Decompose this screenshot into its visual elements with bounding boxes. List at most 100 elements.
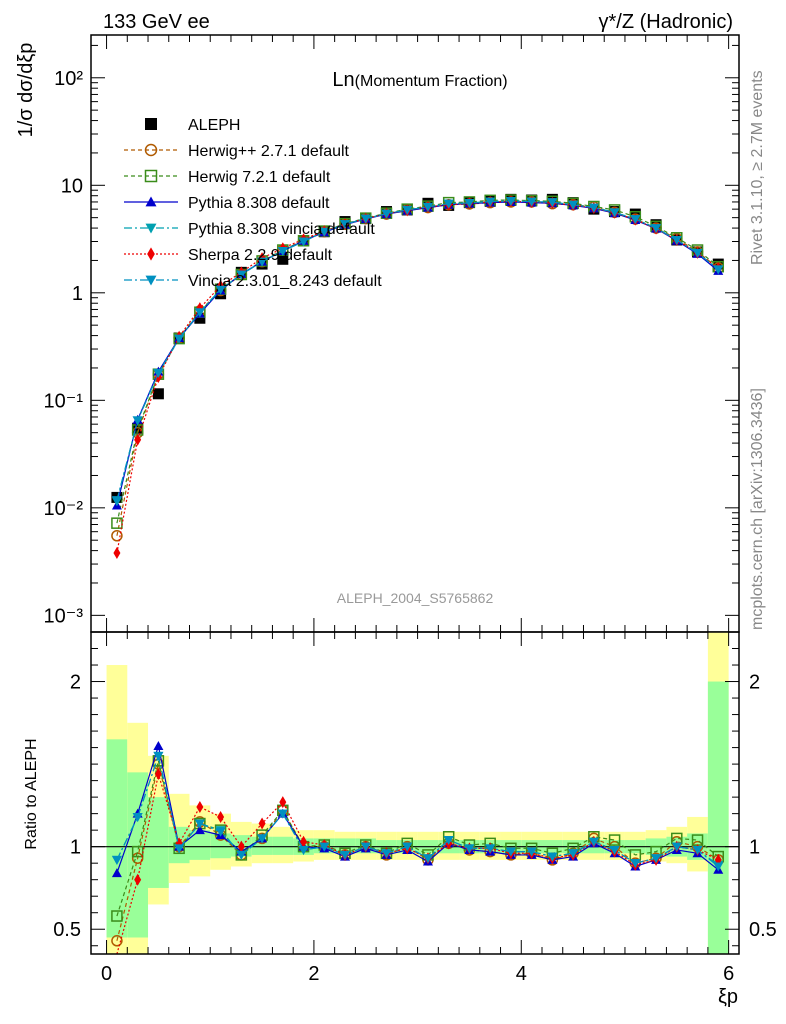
legend-item-sherpa: Sherpa 2.2.9 default xyxy=(124,247,333,264)
legend-item-vincia: Vincia 2.3.01_8.243 default xyxy=(124,273,382,290)
point-vincia xyxy=(298,237,309,247)
ratio-point-sherpa xyxy=(154,768,162,781)
series-pythia_vincia xyxy=(111,196,724,507)
band-inner xyxy=(707,681,729,954)
ratio-y-tick-label-right: 1 xyxy=(749,837,760,859)
series-line-pythia_vincia xyxy=(116,200,719,502)
ratio-point-vincia xyxy=(298,845,309,855)
ratio-point-herwigpp xyxy=(111,935,123,947)
legend-marker-sherpa xyxy=(147,247,155,261)
legend-label-data: ALEPH xyxy=(188,117,240,134)
ratio-uncertainty-bands xyxy=(106,632,729,954)
point-vincia xyxy=(215,285,226,295)
ratio-point-vincia xyxy=(692,845,703,855)
ratio-point-sherpa xyxy=(217,810,225,823)
point-sherpa xyxy=(134,433,142,446)
ratio-point-vincia xyxy=(568,849,579,859)
point-data xyxy=(152,388,164,400)
x-tick-label: 4 xyxy=(516,963,527,985)
y-tick-label: 10 xyxy=(61,175,83,197)
ratio-point-vincia xyxy=(153,751,164,761)
ratio-point-vincia xyxy=(257,834,268,844)
main-y-axis-label: 1/σ dσ/dξp xyxy=(15,43,37,138)
plot-title-sub: (Momentum Fraction) xyxy=(355,73,508,90)
band-inner xyxy=(189,830,211,860)
point-vincia xyxy=(153,368,164,378)
ratio-point-sherpa xyxy=(279,796,287,809)
ratio-plot-frame xyxy=(90,631,740,955)
legend: ALEPH Herwig++ 2.7.1 default Herwig 7.2.1 … xyxy=(124,117,382,290)
point-vincia xyxy=(692,248,703,258)
point-vincia xyxy=(422,202,433,212)
ratio-y-tick-label-right: 0.5 xyxy=(749,919,777,941)
series-line-vincia xyxy=(116,200,719,501)
ratio-point-vincia xyxy=(236,850,247,860)
series-pythia xyxy=(111,196,724,510)
band-inner xyxy=(106,739,128,938)
point-vincia xyxy=(588,203,599,213)
ratio-point-vincia xyxy=(630,859,641,869)
ratio-point-vincia xyxy=(526,847,537,857)
series-data xyxy=(111,193,724,503)
point-vincia xyxy=(194,308,205,318)
ratio-y-tick-label-right: 2 xyxy=(749,672,760,694)
point-vincia xyxy=(485,197,496,207)
band-inner xyxy=(272,836,294,855)
ratio-point-vincia xyxy=(505,847,516,857)
main-axis-ticks: 10⁻³ 10⁻² 10⁻¹ 1 10 10² xyxy=(44,35,739,632)
ratio-point-vincia xyxy=(651,854,662,864)
ratio-point-sherpa xyxy=(237,840,245,853)
header-right: γ*/Z (Hadronic) xyxy=(599,11,733,33)
point-data xyxy=(194,312,206,324)
legend-label-herwigpp: Herwig++ 2.7.1 default xyxy=(188,143,350,160)
ratio-point-vincia xyxy=(132,812,143,822)
point-vincia xyxy=(609,208,620,218)
legend-marker-herwig7 xyxy=(144,169,158,183)
point-vincia xyxy=(360,214,371,224)
legend-label-sherpa: Sherpa 2.2.9 default xyxy=(188,247,333,264)
ratio-point-vincia xyxy=(422,854,433,864)
legend-item-herwigpp: Herwig++ 2.7.1 default xyxy=(124,143,350,160)
ratio-point-vincia xyxy=(588,837,599,847)
point-vincia xyxy=(319,227,330,237)
legend-label-vincia: Vincia 2.3.01_8.243 default xyxy=(188,273,382,290)
main-plot-panel: 10⁻³ 10⁻² 10⁻¹ 1 10 10² 1/σ dσ/dξp Ln(Momentu… xyxy=(15,34,740,633)
point-data xyxy=(277,253,289,265)
ratio-point-vincia xyxy=(111,855,122,865)
point-vincia xyxy=(464,198,475,208)
point-vincia xyxy=(526,197,537,207)
analysis-id: ALEPH_2004_S5765862 xyxy=(337,590,494,606)
x-tick-label: 2 xyxy=(308,963,319,985)
ratio-point-sherpa xyxy=(196,801,204,814)
ratio-point-herwig7 xyxy=(111,910,123,922)
ratio-point-vincia xyxy=(215,827,226,837)
ratio-point-vincia xyxy=(443,836,454,846)
x-tick-label: 0 xyxy=(101,963,112,985)
legend-item-herwig7: Herwig 7.2.1 default xyxy=(124,169,331,186)
series-herwig7 xyxy=(111,194,725,529)
point-vincia xyxy=(505,196,516,206)
point-vincia xyxy=(402,205,413,215)
ratio-axis-ticks: 0.5 0.5 1 1 2 2 0 2 4 6 xyxy=(53,632,777,985)
ratio-point-sherpa xyxy=(300,835,308,848)
legend-label-herwig7: Herwig 7.2.1 default xyxy=(188,169,331,186)
legend-marker-pythia xyxy=(145,196,157,207)
ratio-point-vincia xyxy=(194,819,205,829)
point-vincia xyxy=(132,416,143,426)
rivet-label: Rivet 3.1.10, ≥ 2.7M events xyxy=(749,70,766,265)
ratio-point-vincia xyxy=(713,862,724,872)
ratio-point-vincia xyxy=(671,842,682,852)
ratio-point-vincia xyxy=(609,845,620,855)
ratio-series-vincia xyxy=(111,751,724,872)
ratio-series-group xyxy=(111,740,725,955)
ratio-point-vincia xyxy=(360,842,371,852)
point-vincia xyxy=(111,496,122,506)
point-sherpa xyxy=(113,547,121,560)
y-tick-label: 1 xyxy=(72,283,83,305)
header-left: 133 GeV ee xyxy=(103,11,210,33)
point-vincia xyxy=(568,200,579,210)
point-vincia xyxy=(443,199,454,209)
legend-marker-vincia xyxy=(145,275,157,286)
ratio-point-vincia xyxy=(319,842,330,852)
